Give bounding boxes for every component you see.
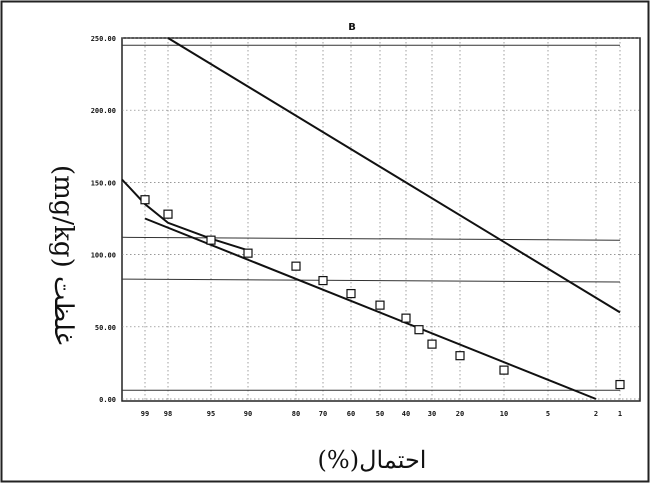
data-point — [206, 235, 216, 245]
y-tick-label: 100.00 — [91, 252, 116, 260]
data-point — [318, 275, 328, 286]
data-point — [455, 351, 465, 361]
data-point — [243, 248, 253, 258]
x-tick-label: 30 — [428, 410, 436, 418]
x-tick-label: 98 — [164, 410, 172, 418]
data-point — [291, 261, 301, 271]
y-tick-labels: 0.00 50.00 100.00 150.00 200.00 250.00 — [91, 35, 116, 404]
data-point — [427, 339, 437, 349]
threshold-line — [121, 278, 621, 283]
x-tick-label: 5 — [546, 410, 550, 418]
x-tick-label: 60 — [347, 410, 355, 418]
x-tick-label: 40 — [402, 410, 410, 418]
y-tick-label: 250.00 — [91, 35, 116, 43]
fit-lines — [121, 37, 621, 400]
y-tick-label: 200.00 — [91, 107, 116, 115]
y-tick-label: 150.00 — [91, 179, 116, 187]
data-point — [346, 288, 356, 299]
x-tick-label: 50 — [376, 410, 384, 418]
fit-line — [167, 37, 621, 314]
data-point — [499, 365, 509, 375]
data-point — [163, 209, 173, 219]
fit-line — [121, 178, 249, 252]
x-tick-label: 95 — [207, 410, 215, 418]
grid — [122, 37, 640, 401]
y-axis-label: غلظت (mg/kg) — [48, 165, 78, 345]
data-point — [140, 195, 150, 205]
data-point — [375, 300, 385, 310]
plot-frame — [121, 37, 641, 402]
x-axis-label: احتمال(%) — [318, 446, 427, 474]
reference-lines — [121, 44, 621, 391]
threshold-line — [121, 236, 621, 241]
x-tick-label: 20 — [456, 410, 464, 418]
data-point — [414, 325, 424, 335]
x-tick-labels: 99 98 95 90 80 70 60 50 40 30 20 10 5 2 1 — [141, 410, 622, 418]
data-point — [615, 379, 625, 390]
y-tick-label: 50.00 — [95, 324, 116, 332]
x-tick-label: 99 — [141, 410, 149, 418]
data-points — [140, 195, 625, 390]
x-tick-label: 70 — [319, 410, 327, 418]
chart-title: B — [348, 22, 356, 33]
x-tick-label: 2 — [594, 410, 598, 418]
data-point — [401, 313, 411, 323]
y-tick-label: 0.00 — [99, 396, 116, 404]
x-tick-label: 10 — [500, 410, 508, 418]
fit-line — [144, 217, 597, 400]
x-tick-label: 90 — [244, 410, 252, 418]
x-tick-label: 80 — [292, 410, 300, 418]
x-tick-label: 1 — [618, 410, 622, 418]
